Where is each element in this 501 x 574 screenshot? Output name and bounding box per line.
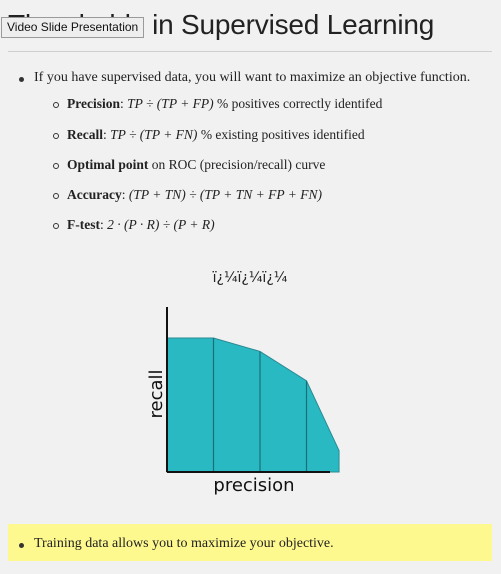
formula: 2 · (P · R) ÷ (P + R) <box>107 217 215 232</box>
sub-item-label: F-test <box>67 217 100 232</box>
chart-svg: ï¿¼ï¿¼ï¿¼ precision recall <box>140 262 360 507</box>
x-axis-label: precision <box>213 475 294 496</box>
y-axis-label: recall <box>146 369 167 418</box>
title-divider <box>8 51 492 52</box>
sub-item-precision: Precision: TP ÷ (TP + FP) % positives co… <box>67 96 382 112</box>
sub-item-label: Accuracy <box>67 187 122 202</box>
sub-bullet-dot <box>53 133 59 139</box>
sub-bullet-dot <box>53 193 59 199</box>
sub-item-optimal-point: Optimal point on ROC (precision/recall) … <box>67 157 325 173</box>
formula: TP ÷ (TP + FN) <box>110 127 197 142</box>
sub-item-desc: % positives correctly identifed <box>214 96 383 111</box>
sub-item-recall: Recall: TP ÷ (TP + FN) % existing positi… <box>67 127 365 143</box>
precision-recall-chart: ï¿¼ï¿¼ï¿¼ precision recall <box>140 262 360 512</box>
sub-item-desc: on ROC (precision/recall) curve <box>148 157 325 172</box>
bullet-dot <box>19 77 24 82</box>
tooltip: Video Slide Presentation <box>1 17 144 38</box>
chart-title: ï¿¼ï¿¼ï¿¼ <box>212 270 288 286</box>
sub-bullet-dot <box>53 223 59 229</box>
bottom-bullet-text: Training data allows you to maximize you… <box>34 536 334 552</box>
bullet-dot <box>19 543 24 548</box>
pr-area <box>167 338 339 472</box>
sub-item-accuracy: Accuracy: (TP + TN) ÷ (TP + TN + FP + FN… <box>67 187 322 203</box>
formula: TP ÷ (TP + FP) <box>127 96 214 111</box>
sub-item-f-test: F-test: 2 · (P · R) ÷ (P + R) <box>67 217 215 233</box>
sub-bullet-dot <box>53 102 59 108</box>
sub-item-label: Recall <box>67 127 103 142</box>
sub-item-label: Precision <box>67 96 120 111</box>
formula: (TP + TN) ÷ (TP + TN + FP + FN) <box>129 187 322 202</box>
sub-bullet-dot <box>53 163 59 169</box>
sub-item-desc: % existing positives identified <box>197 127 364 142</box>
sub-item-label: Optimal point <box>67 157 148 172</box>
main-bullet-text: If you have supervised data, you will wa… <box>34 70 470 86</box>
